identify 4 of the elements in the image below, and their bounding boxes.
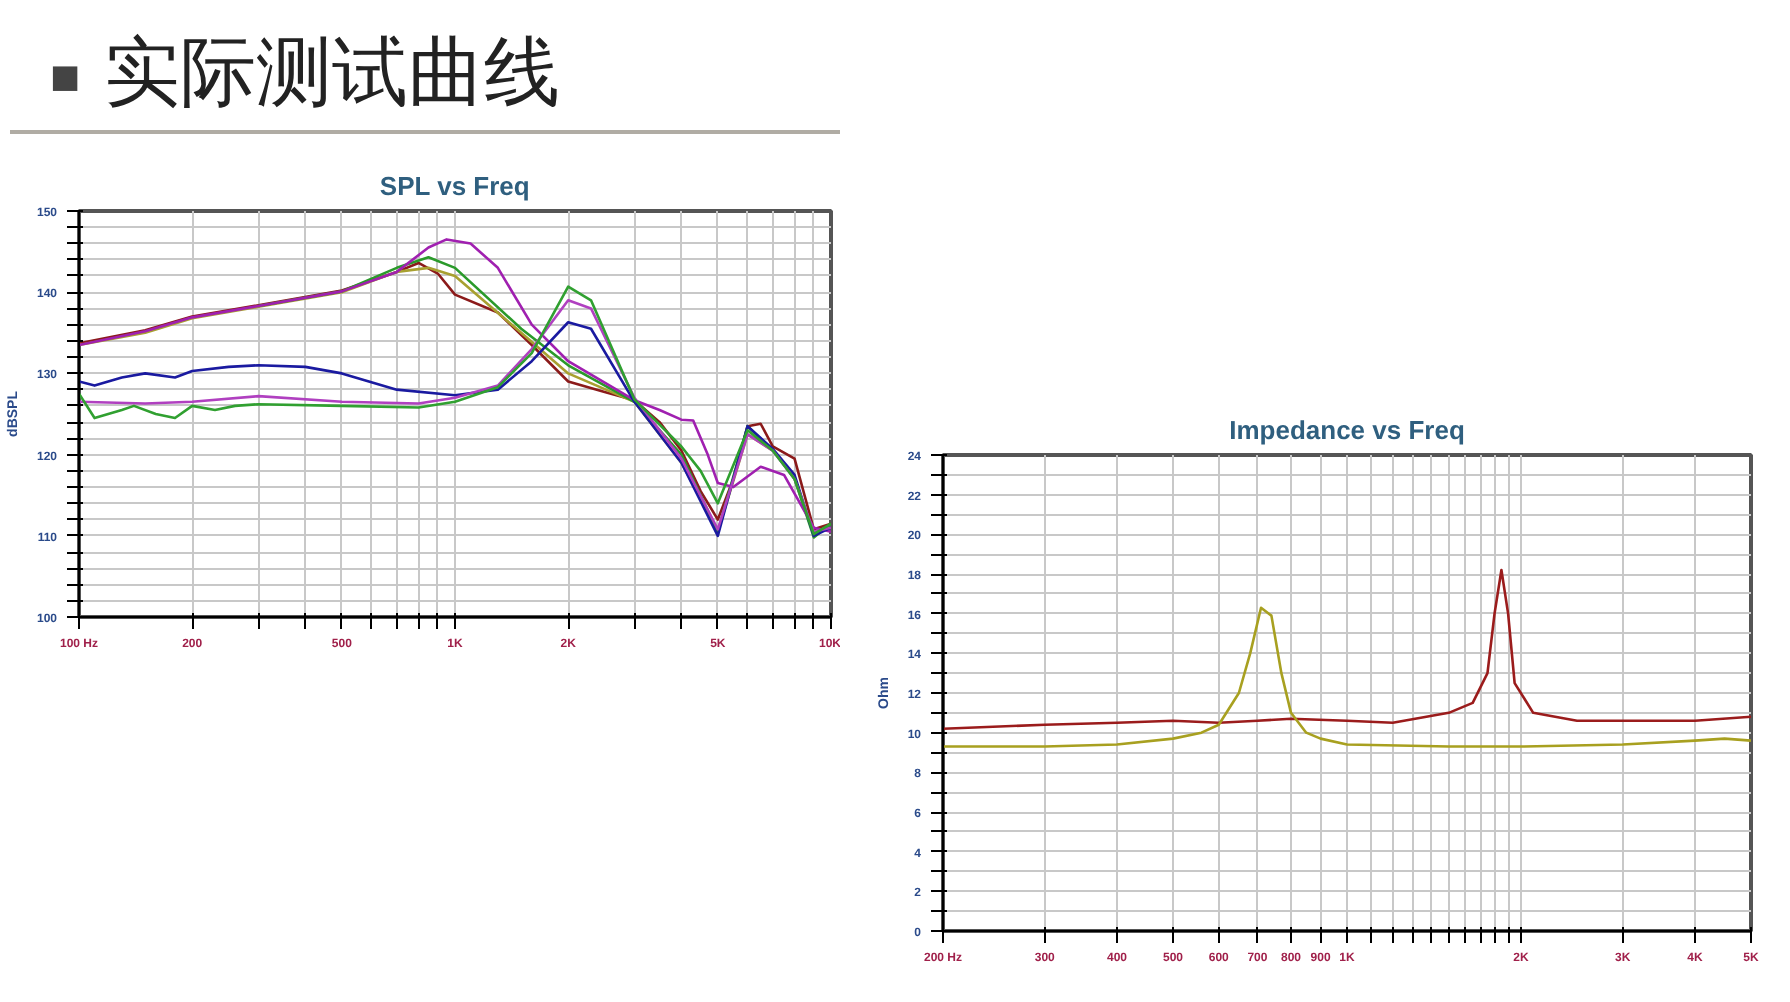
text: ■ [50,57,81,96]
chart-title: SPL vs Freq [379,171,530,201]
text: 实际测试曲线 [104,28,561,116]
chart-title: Impedance vs Freq [1229,415,1465,445]
